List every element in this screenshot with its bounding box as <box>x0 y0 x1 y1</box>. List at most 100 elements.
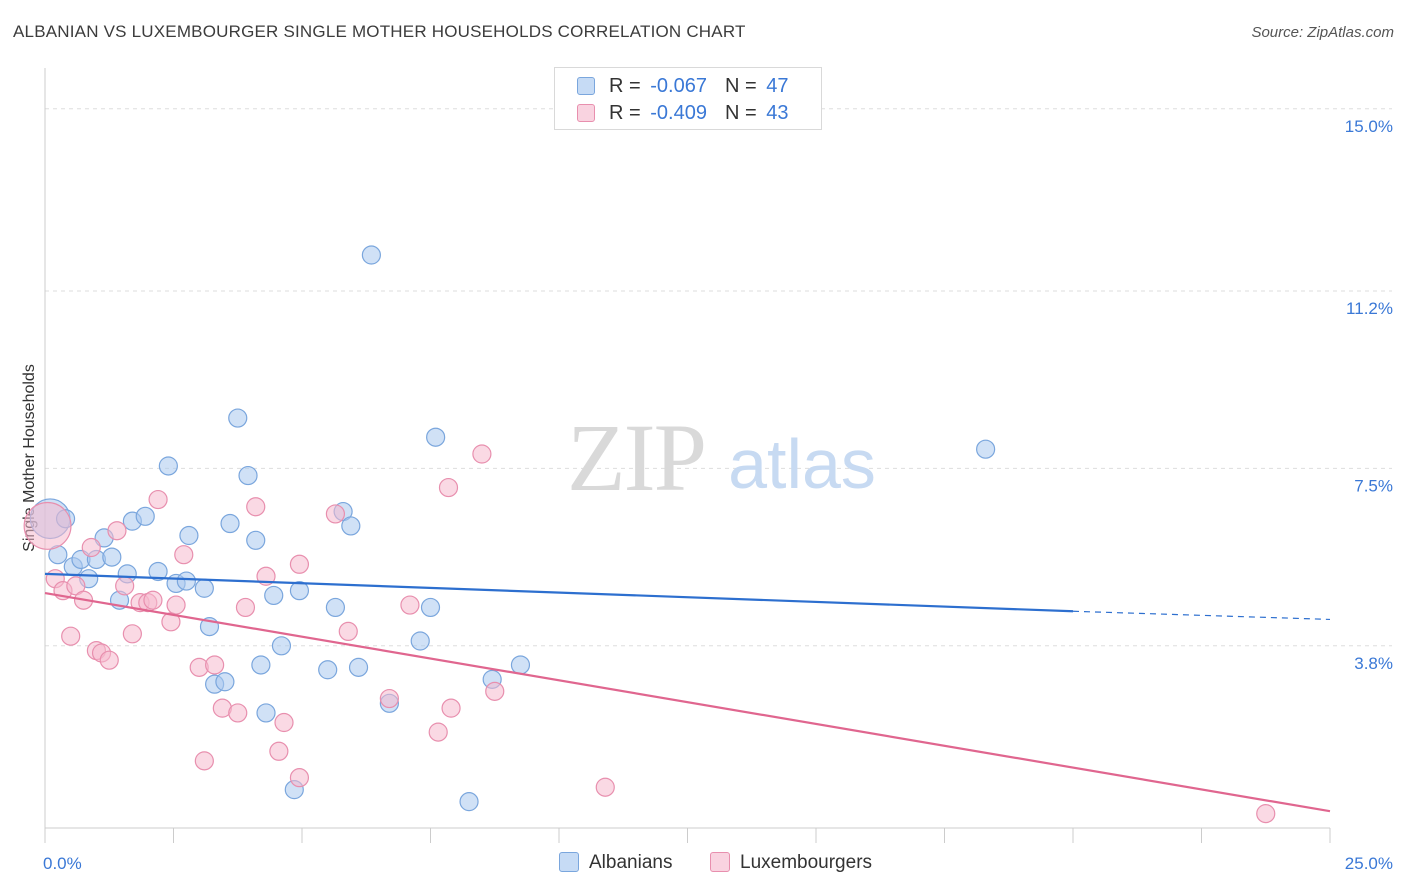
luxembourgers-point <box>289 768 310 788</box>
legend-row-albanians: R = -0.067 N = 47 <box>577 75 788 99</box>
luxembourgers-point <box>441 698 461 718</box>
albanians-point <box>179 525 199 546</box>
legend-swatch-albanians <box>577 77 595 95</box>
luxembourgers-point <box>246 497 266 517</box>
albanians-points <box>29 245 996 812</box>
legend-n-value: 47 <box>766 75 789 97</box>
legend-r-label: R = <box>609 102 641 124</box>
trend-lines <box>44 572 1331 813</box>
watermark: ZIP atlas <box>567 404 876 511</box>
albanians-point <box>158 456 178 476</box>
legend-label-albanians: Albanians <box>589 852 673 873</box>
watermark-zip: ZIP <box>567 404 705 511</box>
luxembourgers-point <box>269 741 289 761</box>
albanians-point <box>220 513 240 534</box>
gridlines <box>45 108 1392 647</box>
x-tick-label: 25.0% <box>1345 854 1393 873</box>
y-tick-label: 15.0% <box>1345 117 1393 136</box>
luxembourgers-point <box>115 576 135 596</box>
legend-r-label: R = <box>609 75 641 97</box>
luxembourgers-point <box>166 595 186 615</box>
legend-swatch-luxembourgers <box>710 852 730 872</box>
albanians-point <box>176 571 196 591</box>
luxembourgers-point <box>228 703 248 723</box>
legend-item-luxembourgers[interactable]: Luxembourgers <box>710 852 872 874</box>
albanians-point <box>228 408 248 428</box>
albanians-point <box>325 597 346 618</box>
albanians-point <box>238 465 258 486</box>
legend-n-label: N = <box>724 102 757 124</box>
luxembourgers-point <box>428 722 448 742</box>
albanians-point <box>426 427 446 447</box>
luxembourgers-point <box>99 650 119 670</box>
albanians-point <box>264 585 284 606</box>
luxembourgers-point <box>595 777 615 797</box>
albanians-point <box>194 578 214 598</box>
luxembourgers-point <box>107 521 127 541</box>
albanians-point <box>318 660 338 680</box>
legend-n-value: 43 <box>766 102 789 124</box>
luxembourgers-point <box>338 621 358 642</box>
y-tick-label: 7.5% <box>1354 476 1393 495</box>
luxembourgers-point <box>325 504 346 524</box>
legend-r-value: -0.067 <box>650 75 707 97</box>
axes <box>44 68 1331 843</box>
y-tick-label: 11.2% <box>1346 299 1393 318</box>
source-credit: Source: ZipAtlas.com <box>1251 24 1394 41</box>
legend-item-albanians[interactable]: Albanians <box>559 852 672 874</box>
albanians-point <box>251 655 271 675</box>
albanians-point <box>410 631 430 651</box>
albanians-point <box>510 655 531 675</box>
albanians-point <box>976 439 996 459</box>
albanians-point <box>256 703 276 723</box>
legend-r-value: -0.409 <box>650 102 707 124</box>
tick-labels: 3.8% 7.5% 11.2% 15.0% 0.0% 25.0% <box>43 117 1393 873</box>
series-legend: Albanians Luxembourgers <box>0 852 1406 878</box>
legend-label-luxembourgers: Luxembourgers <box>740 852 873 873</box>
luxembourgers-point <box>289 554 310 574</box>
legend-row-luxembourgers: R = -0.409 N = 43 <box>577 102 788 126</box>
albanians-point <box>102 547 122 567</box>
albanians-point <box>420 597 441 618</box>
luxembourgers-point <box>438 477 459 498</box>
luxembourgers-points <box>23 444 1276 824</box>
watermark-atlas: atlas <box>728 425 876 503</box>
chart-title: ALBANIAN VS LUXEMBOURGER SINGLE MOTHER H… <box>13 22 746 41</box>
luxembourgers-point <box>61 626 81 646</box>
albanians-point <box>246 530 266 550</box>
albanians-point <box>348 657 369 677</box>
x-tick-label: 0.0% <box>43 854 82 873</box>
correlation-legend: R = -0.067 N = 47 R = -0.409 N = 43 <box>554 67 822 130</box>
luxembourgers-point <box>1256 804 1276 824</box>
legend-n-label: N = <box>724 75 757 97</box>
luxembourgers-point <box>122 624 142 644</box>
luxembourgers-point <box>194 751 214 771</box>
albanians-point <box>289 581 310 601</box>
luxembourgers-point <box>205 655 225 675</box>
albanians-point <box>215 672 235 692</box>
legend-swatch-luxembourgers <box>577 104 595 122</box>
luxembourgers-trend-line <box>44 591 1331 813</box>
y-tick-label: 3.8% <box>1354 654 1393 673</box>
albanians-point <box>361 245 381 265</box>
legend-swatch-albanians <box>559 852 579 872</box>
albanians-trend-extension <box>1072 610 1331 621</box>
luxembourgers-point <box>81 537 101 558</box>
albanians-point <box>341 516 361 536</box>
albanians-trend-line <box>44 572 1074 613</box>
luxembourgers-point <box>400 595 420 615</box>
luxembourgers-point <box>23 501 72 550</box>
luxembourgers-point <box>143 590 163 610</box>
luxembourgers-point <box>148 489 168 510</box>
luxembourgers-point <box>235 597 256 618</box>
albanians-point <box>459 792 479 812</box>
luxembourgers-point <box>379 688 399 709</box>
albanians-point <box>271 636 292 656</box>
luxembourgers-point <box>472 444 492 464</box>
luxembourgers-point <box>274 712 294 733</box>
luxembourgers-point <box>174 545 194 565</box>
albanians-point <box>135 506 155 526</box>
albanians-point <box>148 561 168 582</box>
luxembourgers-point <box>485 681 505 701</box>
